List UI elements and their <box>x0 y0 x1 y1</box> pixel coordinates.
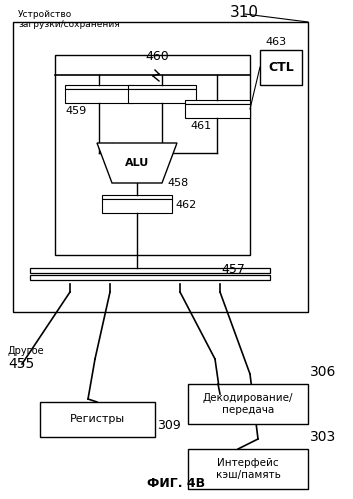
Bar <box>128 85 196 89</box>
Text: 457: 457 <box>221 263 245 276</box>
Bar <box>13 22 308 312</box>
Bar <box>188 449 308 489</box>
Bar <box>65 89 133 103</box>
Text: 460: 460 <box>145 50 169 63</box>
Text: CTL: CTL <box>268 61 294 74</box>
Text: 310: 310 <box>230 5 259 20</box>
Text: Интерфейс
кэш/память: Интерфейс кэш/память <box>216 458 280 480</box>
Bar <box>185 100 250 104</box>
Text: Устройство
загрузки/сохранения: Устройство загрузки/сохранения <box>18 10 120 29</box>
Bar <box>260 50 302 85</box>
Bar <box>102 195 172 199</box>
Bar <box>102 199 172 213</box>
Text: Другое: Другое <box>8 346 44 356</box>
Text: 303: 303 <box>310 430 336 444</box>
Text: 455: 455 <box>8 357 34 371</box>
Text: Регистры: Регистры <box>70 415 125 425</box>
Bar <box>188 384 308 424</box>
Text: 459: 459 <box>65 106 86 116</box>
Polygon shape <box>97 143 177 183</box>
Bar <box>185 104 250 118</box>
Bar <box>40 402 155 437</box>
Bar <box>65 85 133 89</box>
Text: ALU: ALU <box>125 158 149 168</box>
Text: 458: 458 <box>167 178 188 188</box>
Bar <box>55 55 250 255</box>
Text: 461: 461 <box>190 121 211 131</box>
Text: 463: 463 <box>265 37 286 47</box>
Text: 462: 462 <box>175 200 196 210</box>
Text: 309: 309 <box>157 419 181 432</box>
Bar <box>30 268 270 273</box>
Bar <box>128 89 196 103</box>
Bar <box>30 275 270 280</box>
Text: ФИГ. 4В: ФИГ. 4В <box>147 477 205 490</box>
Text: Декодирование/
передача: Декодирование/ передача <box>203 393 293 415</box>
Text: 306: 306 <box>310 365 336 379</box>
